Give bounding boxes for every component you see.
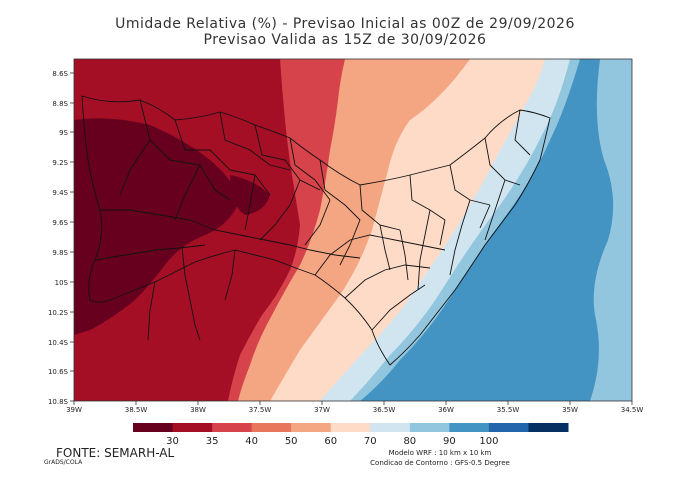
lat-tick-9.8S: 9.8S <box>52 249 68 257</box>
source-label: FONTE: SEMARH-AL <box>56 446 175 460</box>
colorbar-segment <box>212 423 253 432</box>
lat-tick-10.2S: 10.2S <box>48 309 69 317</box>
field-30-central <box>230 175 270 215</box>
colorbar-segment <box>409 423 450 432</box>
colorbar-label: 35 <box>206 436 219 447</box>
colorbar-segment <box>488 423 529 432</box>
lat-tick-8.6S: 8.6S <box>52 70 68 78</box>
colorbar-label: 50 <box>285 436 298 447</box>
lat-tick-10.8S: 10.8S <box>48 398 69 406</box>
lon-tick-34.5W: 34.5W <box>621 406 644 414</box>
lat-tick-9.6S: 9.6S <box>52 219 68 227</box>
colorbar-segment <box>370 423 411 432</box>
lat-tick-10S: 10S <box>55 279 69 287</box>
lat-tick-9.2S: 9.2S <box>52 159 68 167</box>
colorbar: 30 35 40 50 60 70 80 90 100 <box>133 423 569 447</box>
colorbar-label: 30 <box>166 436 179 447</box>
municipal-boundaries <box>81 95 551 366</box>
lon-tick-38.5W: 38.5W <box>125 406 148 414</box>
lat-tick-8.8S: 8.8S <box>52 100 68 108</box>
plot-frame <box>73 58 633 402</box>
lon-tick-37W: 37W <box>314 406 330 414</box>
colorbar-segment <box>291 423 332 432</box>
lon-tick-39W: 39W <box>66 406 82 414</box>
map-title: Umidade Relativa (%) - Previsao Inicial … <box>115 16 575 32</box>
field-80-offshore <box>590 59 632 401</box>
lon-tick-35W: 35W <box>562 406 578 414</box>
lon-tick-37.5W: 37.5W <box>249 406 272 414</box>
colorbar-label: 60 <box>324 436 337 447</box>
lon-tick-36W: 36W <box>438 406 454 414</box>
alagoas-outline <box>81 95 551 366</box>
colorbar-segment <box>330 423 371 432</box>
colorbar-label: 40 <box>245 436 258 447</box>
model-label: Modelo WRF : 10 km x 10 km <box>388 449 492 457</box>
colorbar-segment <box>528 423 569 432</box>
lat-tick-10.4S: 10.4S <box>48 339 69 347</box>
lat-tick-9.4S: 9.4S <box>52 189 68 197</box>
lon-tick-35.5W: 35.5W <box>497 406 520 414</box>
colorbar-segment <box>251 423 292 432</box>
colorbar-label: 70 <box>364 436 377 447</box>
latitude-axis: 8.6S 8.8S 9S 9.2S 9.4S 9.6S 9.8S 10S 10.… <box>48 70 74 406</box>
colorbar-label: 90 <box>443 436 456 447</box>
field-30-west <box>74 118 240 335</box>
grads-label: GrADS/COLA <box>44 459 83 466</box>
colorbar-label: 80 <box>403 436 416 447</box>
lat-tick-10.6S: 10.6S <box>48 368 69 376</box>
colorbar-label: 100 <box>479 436 498 447</box>
lon-tick-36.5W: 36.5W <box>373 406 396 414</box>
lon-tick-38W: 38W <box>190 406 206 414</box>
lat-tick-9S: 9S <box>59 129 68 137</box>
colorbar-segment <box>449 423 490 432</box>
map-subtitle: Previsao Valida as 15Z de 30/09/2026 <box>203 32 487 48</box>
colorbar-segment <box>133 423 174 432</box>
longitude-axis: 39W 38.5W 38W 37.5W 37W 36.5W 36W 35.5W … <box>66 401 643 414</box>
colorbar-segment <box>172 423 213 432</box>
boundary-condition-label: Condicao de Contorno : GFS-0.5 Degree <box>370 459 510 467</box>
humidity-field <box>74 59 632 401</box>
